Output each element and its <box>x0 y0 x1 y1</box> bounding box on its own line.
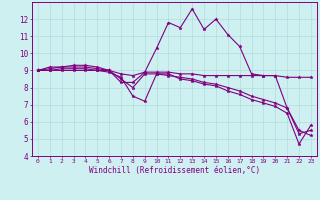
X-axis label: Windchill (Refroidissement éolien,°C): Windchill (Refroidissement éolien,°C) <box>89 166 260 175</box>
